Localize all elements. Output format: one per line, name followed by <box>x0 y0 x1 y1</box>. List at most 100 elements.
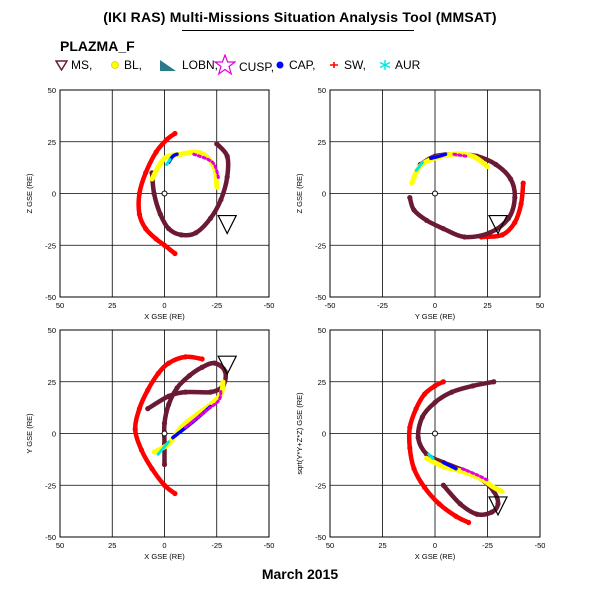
series-ms-point <box>508 176 514 182</box>
x-tick-label: -25 <box>211 301 222 310</box>
asterisk-icon <box>379 60 391 70</box>
series-ms-point <box>174 385 180 391</box>
series-sw-point <box>453 513 459 519</box>
series-ms-point <box>182 389 188 395</box>
apogee-marker <box>217 355 238 376</box>
legend-label: LOBN, <box>182 58 219 72</box>
plot-panel-3: 50 25 0 -25 -50 -50 -25 0 25 50 X GSE (RE) Y GSE (R… <box>25 326 274 561</box>
series-sw-point <box>172 490 178 497</box>
series-ms-point <box>166 226 172 232</box>
series-sw-point <box>413 406 419 412</box>
plot-frame <box>59 89 270 298</box>
series-ms-point <box>186 372 193 379</box>
series-ms-point <box>207 215 214 221</box>
y-axis-label: Z GSE (RE) <box>295 173 304 214</box>
series-ms-point <box>214 141 220 147</box>
series-sw-point <box>421 391 428 397</box>
series-ms-path <box>407 151 518 240</box>
series-sw-point <box>155 370 161 377</box>
dot-icon <box>111 61 119 69</box>
series-ms-point <box>424 217 430 224</box>
y-axis-label: sqrt(Y*Y+Z*Z) GSE (RE) <box>295 392 304 475</box>
legend-label: SW, <box>344 58 367 72</box>
x-tick-label: -25 <box>377 301 388 310</box>
plot-panel-4: 50 25 0 -25 -50 -50 -25 0 25 50 X GSE (RE) sqrt(Y*Y… <box>295 326 545 561</box>
cross-icon <box>330 62 338 68</box>
series-cusp-path <box>183 388 223 429</box>
y-tick-label: -50 <box>45 293 56 302</box>
y-tick-label: 25 <box>48 378 56 387</box>
series-sw-point <box>411 466 417 472</box>
series-ms-point <box>461 234 467 240</box>
series-ms-point <box>207 389 214 395</box>
series-sw-point <box>440 379 446 385</box>
series-sw-point <box>518 201 524 207</box>
series-ms-point <box>161 420 168 426</box>
x-tick-label: 25 <box>108 541 116 550</box>
page-title: (IKI RAS) Multi-Missions Situation Analy… <box>103 9 497 25</box>
title-underline <box>182 30 414 31</box>
series-sw-point <box>145 387 151 393</box>
legend-item-aur: AUR <box>378 58 420 72</box>
series-sw-point <box>466 519 472 526</box>
series-ms-point <box>166 393 172 399</box>
series-ms-point <box>199 364 205 370</box>
x-tick-label: -25 <box>211 541 222 550</box>
series-ms-point <box>493 161 499 168</box>
series-sw-path <box>136 131 178 256</box>
earth-marker <box>161 430 168 437</box>
series-ms-point <box>157 211 163 217</box>
series-ms-point <box>178 232 184 238</box>
legend-label: AUR <box>395 58 421 72</box>
series-bl-path <box>149 149 220 190</box>
y-tick-label: 0 <box>52 190 56 199</box>
series-sw-point <box>407 424 413 430</box>
series-ms-point <box>212 360 218 366</box>
series-ms-point <box>218 197 224 203</box>
series-sw-point <box>136 190 143 197</box>
series-ms-point <box>470 383 476 389</box>
y-tick-label: -25 <box>45 481 56 490</box>
x-axis-label: X GSE (RE) <box>415 552 456 561</box>
y-tick-label: 50 <box>48 86 56 95</box>
series-sw-point <box>143 226 149 232</box>
series-cap-path <box>441 460 458 471</box>
x-axis-label: Y GSE (RE) <box>415 312 456 321</box>
x-tick-label: 0 <box>162 541 166 550</box>
series-sw-point <box>172 250 178 257</box>
earth-marker <box>161 190 168 197</box>
series-sw-point <box>138 447 145 453</box>
legend-item-cusp: CUSP, <box>214 54 275 76</box>
series-bl-path <box>409 151 490 186</box>
legend-item-ms: MS, <box>55 58 92 72</box>
series-aur-path <box>414 160 424 173</box>
series-sw-point <box>520 180 526 186</box>
plot-area <box>132 354 238 497</box>
y-tick-label: 25 <box>318 378 326 387</box>
star-icon <box>214 54 236 76</box>
series-sw-point <box>172 130 178 137</box>
x-tick-label: 0 <box>433 301 437 310</box>
x-tick-label: -50 <box>264 301 275 310</box>
y-tick-label: 50 <box>48 326 56 335</box>
legend-label: CUSP, <box>239 60 275 74</box>
series-bl-path <box>424 455 505 494</box>
x-tick-label: -50 <box>535 541 546 550</box>
x-tick-label: 25 <box>378 541 386 550</box>
x-tick-label: 50 <box>536 301 544 310</box>
y-tick-label: -50 <box>315 293 326 302</box>
series-ms-point <box>495 501 501 507</box>
series-sw-point <box>161 482 168 488</box>
series-ms-point <box>474 511 480 517</box>
earth-marker <box>432 190 438 197</box>
series-ms-point <box>161 461 168 468</box>
series-ms-point <box>440 226 446 232</box>
x-tick-label: 50 <box>326 541 334 550</box>
y-tick-label: 25 <box>318 138 326 147</box>
series-ms-point <box>151 190 157 197</box>
series-ms-point <box>193 230 199 236</box>
x-tick-label: 50 <box>56 541 64 550</box>
series-aur-path <box>156 440 171 456</box>
series-ms-point <box>505 215 512 221</box>
